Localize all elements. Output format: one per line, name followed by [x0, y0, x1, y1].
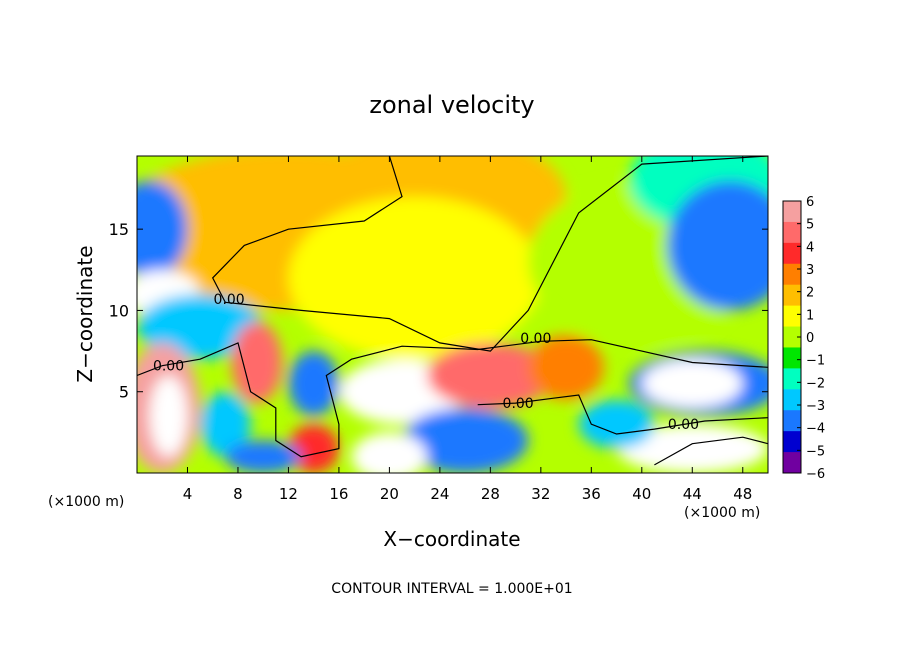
- x-tick-label: 8: [233, 485, 243, 503]
- field-blob: [667, 180, 768, 311]
- x-unit-right: (×1000 m): [684, 505, 760, 521]
- colorbar-label: −3: [806, 399, 825, 414]
- x-tick-label: 4: [183, 485, 193, 503]
- x-tick-label: 16: [329, 485, 348, 503]
- field-blob: [351, 432, 428, 473]
- x-tick-label: 40: [632, 485, 651, 503]
- y-tick-label: 10: [109, 301, 129, 320]
- colorbar-label: 5: [806, 218, 814, 233]
- field-blob: [200, 391, 251, 457]
- x-tick-label: 36: [582, 485, 601, 503]
- x-tick-label: 12: [279, 485, 298, 503]
- y-tick-label: 15: [109, 220, 129, 239]
- contour-label: 0.00: [503, 396, 534, 412]
- colorbar-label: −5: [806, 444, 825, 459]
- plot-frame: [136, 155, 769, 474]
- colorbar-label: 4: [806, 240, 814, 255]
- contour-label: 0.00: [153, 359, 184, 375]
- field-blob: [137, 180, 188, 278]
- colorbar-label: 3: [806, 263, 814, 278]
- contour-line: [654, 436, 768, 466]
- colorbar-label: −2: [806, 376, 825, 391]
- colorbar-swatch: [783, 347, 801, 369]
- y-axis-label: Z−coordinate: [73, 245, 97, 382]
- colorbar-label: 2: [806, 286, 814, 301]
- colorbar-swatch: [783, 284, 801, 307]
- field-blob: [288, 424, 339, 473]
- colorbar-swatch: [783, 263, 801, 286]
- colorbar-swatch: [783, 410, 801, 432]
- contour-line: [137, 339, 768, 458]
- colorbar-swatch: [783, 368, 801, 390]
- contour-label: 0.00: [668, 417, 699, 433]
- x-axis-label: X−coordinate: [383, 527, 520, 551]
- field-blob: [288, 196, 541, 360]
- colorbar: 6 5 4 3 2 1 0 −1 −2 −3 −4 −5 −6: [782, 195, 825, 482]
- colorbar-label: −4: [806, 422, 825, 437]
- contour-label: 0.00: [214, 292, 245, 308]
- colorbar-swatch: [783, 431, 801, 453]
- field-blob: [137, 294, 264, 360]
- contour-interval-note: CONTOUR INTERVAL = 1.000E+01: [331, 581, 572, 597]
- colorbar-swatch: [783, 221, 801, 244]
- field-blob: [402, 407, 529, 473]
- x-unit-left: (×1000 m): [48, 494, 124, 510]
- field-blob: [149, 375, 188, 457]
- field-blob: [578, 399, 655, 449]
- contour-label: 0.00: [520, 331, 551, 347]
- chart-title: zonal velocity: [369, 91, 534, 119]
- colorbar-label: 6: [806, 195, 814, 210]
- colorbar-swatch: [783, 389, 801, 411]
- contour-line: [211, 156, 768, 352]
- colorbar-label: 1: [806, 308, 814, 323]
- colorbar-swatch: [783, 201, 801, 223]
- colorbar-swatch: [783, 326, 801, 348]
- colorbar-label: 0: [806, 331, 814, 346]
- x-tick-label: 48: [733, 485, 752, 503]
- field-blob: [528, 334, 604, 400]
- colorbar-swatch: [783, 305, 801, 328]
- x-tick-label: 24: [430, 485, 449, 503]
- colorbar-label: −1: [806, 354, 825, 369]
- colorbar-label: −6: [806, 467, 825, 482]
- x-tick-label: 44: [683, 485, 702, 503]
- field-blob: [616, 424, 768, 473]
- x-tick-label: 28: [481, 485, 500, 503]
- plot-area: [137, 156, 768, 473]
- y-tick-label: 5: [119, 383, 129, 402]
- x-tick-label: 20: [380, 485, 399, 503]
- x-tick-label: 32: [531, 485, 550, 503]
- field-blob: [427, 342, 554, 408]
- field-blob: [641, 359, 743, 408]
- field-blob: [288, 351, 339, 417]
- contour-line: [477, 394, 768, 435]
- colorbar-swatch: [783, 452, 801, 474]
- field-blob: [225, 440, 302, 473]
- colorbar-swatch: [783, 242, 801, 265]
- field-blob: [231, 321, 283, 404]
